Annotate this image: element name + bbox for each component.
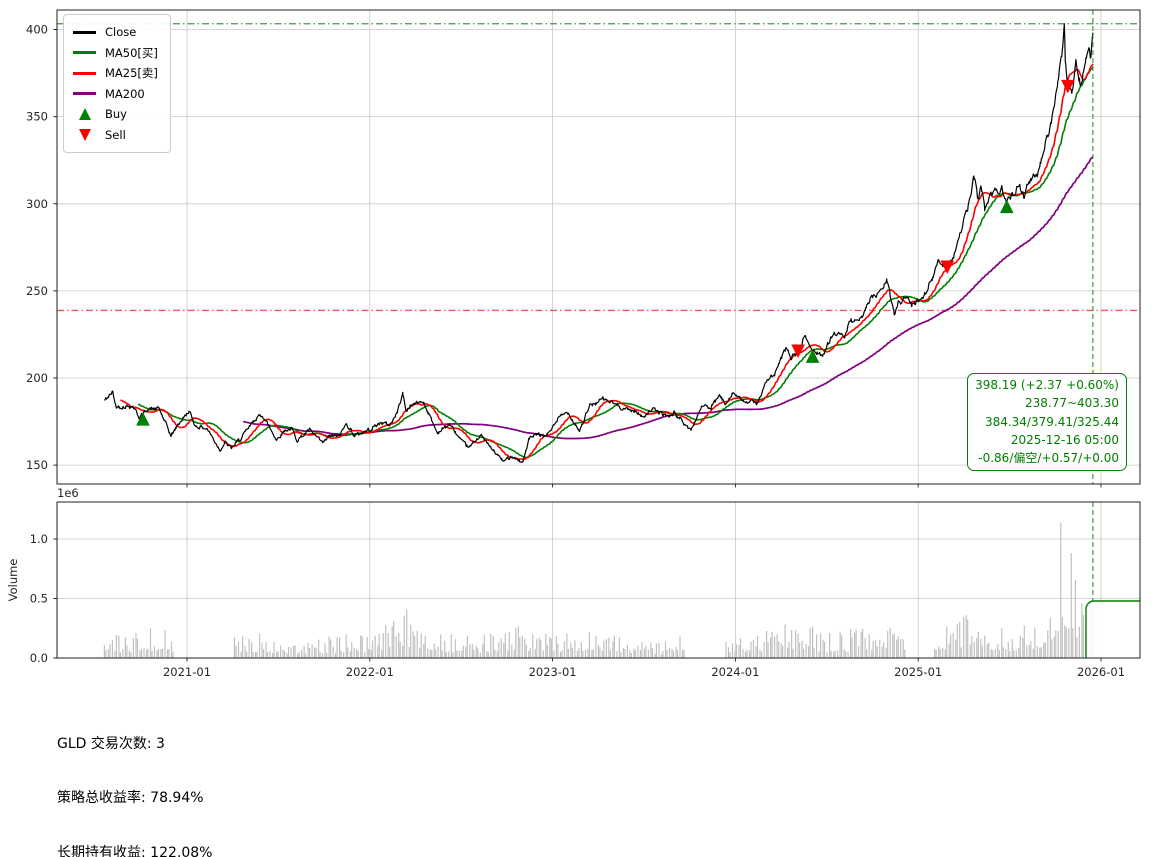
stat-buyhold-return: 长期持有收益: 122.08% [57,845,213,857]
ma50-line-swatch [73,51,96,55]
ma200-line [242,155,1094,440]
stat-strategy-return: 策略总收益率: 78.94% [57,790,204,807]
tick-label: Volume [6,559,20,602]
tick-label: 1.0 [30,532,48,546]
volume-bars [103,522,1093,658]
tick-label: 350 [26,110,48,124]
tick-label: 250 [26,284,48,298]
legend-label: Buy [105,107,127,122]
tick-label: 2023-01 [529,665,577,679]
legend-item-ma200: MA200 [73,84,158,105]
legend-label: MA50[买] [105,45,158,60]
sell-marker [791,344,805,358]
axis-ticks-labels: 2021-01 2022-01 2023-01 2024-01 2025-01 2026-… [6,23,1125,680]
quote-range: 238.77~403.30 [1024,396,1119,411]
buy-marker [999,199,1014,214]
tick-label: 0.5 [30,592,48,606]
ma200-line-swatch [73,92,96,96]
volume-annotation-box [1085,600,1140,658]
tick-label: 150 [26,458,48,472]
tick-label: 2026-01 [1077,665,1125,679]
tick-label: 1e6 [57,486,79,500]
sell-marker [940,260,955,275]
legend-item-close: Close [73,22,158,43]
quote-mas: 384.34/379.41/325.44 [984,414,1119,429]
buy-marker [136,412,150,426]
close-line-swatch [73,30,96,34]
volume-axes-spine [56,501,1141,659]
tick-label: 300 [26,197,48,211]
sell-marker [1061,79,1075,94]
buy-marker-icon [73,108,96,121]
chart-canvas: 2021-01 2022-01 2023-01 2024-01 2025-01 2026-… [6,9,1141,680]
tick-label: 2022-01 [346,665,394,679]
quote-datetime: 2025-12-16 05:00 [1010,432,1119,447]
strategy-stats: GLD 交易次数: 3 策略总收益率: 78.94% 长期持有收益: 122.0… [57,698,519,857]
legend-item-sell: Sell [73,125,158,146]
legend-label: Close [105,25,137,40]
tick-label: 400 [26,23,48,37]
tick-label: 2024-01 [711,665,759,679]
ma25-line-swatch [73,71,96,75]
buy-marker [805,349,820,363]
tick-label: 2025-01 [894,665,942,679]
legend-item-ma50: MA50[买] [73,43,158,64]
legend-label: Sell [105,127,126,142]
legend-item-buy: Buy [73,104,158,125]
ma50-line [137,66,1094,459]
sell-marker-icon [73,128,96,141]
legend-label: MA25[卖] [105,66,158,81]
grid [57,10,1140,658]
quote-bias: -0.86/偏空/+0.57/+0.00 [978,451,1119,466]
legend-label: MA200 [105,86,145,101]
close-line [104,23,1094,463]
quote-price-change: 398.19 (+2.37 +0.60%) [975,378,1119,392]
price-axes-spine [56,9,1141,485]
legend: Close MA50[买] MA25[卖] MA200 Buy Sell [63,14,171,153]
last-quote-annotation: 398.19 (+2.37 +0.60%) 238.77~403.30 384.… [967,373,1127,472]
tick-label: 0.0 [30,651,48,665]
legend-item-ma25: MA25[卖] [73,63,158,84]
tick-label: 200 [26,371,48,385]
tick-label: 2021-01 [163,665,211,679]
stat-trade-count: GLD 交易次数: 3 [57,735,165,752]
